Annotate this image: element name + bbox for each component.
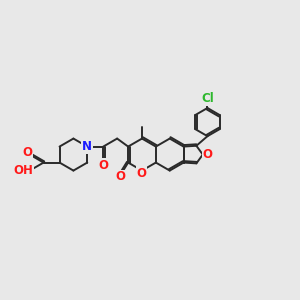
Text: N: N xyxy=(82,140,92,153)
Text: O: O xyxy=(136,167,146,180)
Text: O: O xyxy=(22,146,32,159)
Text: O: O xyxy=(115,170,125,184)
Text: O: O xyxy=(203,148,213,161)
Text: Cl: Cl xyxy=(201,92,214,105)
Text: O: O xyxy=(99,159,109,172)
Text: OH: OH xyxy=(13,164,33,177)
